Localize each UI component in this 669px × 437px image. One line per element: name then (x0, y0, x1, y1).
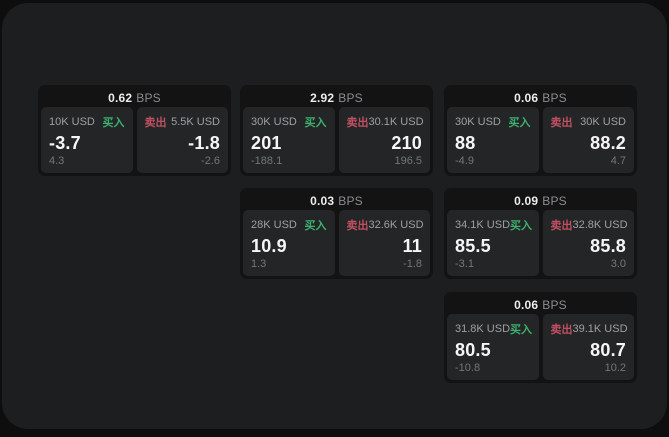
sell-notional: 30K USD (580, 116, 626, 128)
buy-side-label: 买入 (508, 117, 531, 129)
bps-unit: BPS (542, 193, 567, 208)
sell-price: 11 (402, 235, 422, 256)
buy-price: 201 (251, 132, 282, 153)
quote-tiles: 30K USD 买入 88 -4.9 卖出 30K USD 88.2 4.7 (447, 107, 634, 173)
buy-side-label: 买入 (304, 220, 327, 232)
buy-notional: 31.8K USD (455, 323, 511, 335)
sell-tile[interactable]: 卖出 5.5K USD -1.8 -2.6 (136, 107, 228, 173)
sell-change: 3.0 (610, 258, 626, 270)
bps-header: 0.06 BPS (447, 295, 634, 314)
sell-change: -2.6 (201, 155, 220, 167)
buy-side-label: 买入 (510, 220, 533, 232)
quote-tiles: 28K USD 买入 10.9 1.3 卖出 32.6K USD 11 -1.8 (243, 210, 430, 276)
main-panel: 0.62 BPS 10K USD 买入 -3.7 4.3 卖出 5.5K USD… (2, 3, 667, 429)
buy-tile[interactable]: 30K USD 买入 201 -188.1 (243, 107, 335, 173)
sell-change: -1.8 (403, 258, 422, 270)
buy-side-label: 买入 (304, 117, 327, 129)
bps-header: 2.92 BPS (243, 88, 430, 107)
sell-notional: 32.6K USD (368, 219, 424, 231)
buy-change: 4.3 (49, 155, 65, 167)
bps-unit: BPS (338, 193, 363, 208)
sell-side-label: 卖出 (346, 117, 369, 129)
quote-card: 2.92 BPS 30K USD 买入 201 -188.1 卖出 30.1K … (240, 85, 433, 176)
buy-notional: 30K USD (251, 116, 297, 128)
buy-notional: 10K USD (49, 116, 95, 128)
buy-notional: 34.1K USD (455, 219, 511, 231)
bps-unit: BPS (542, 90, 567, 105)
buy-notional: 28K USD (251, 219, 297, 231)
sell-change: 10.2 (604, 362, 626, 374)
buy-notional: 30K USD (455, 116, 501, 128)
bps-unit: BPS (136, 90, 161, 105)
quote-card: 0.09 BPS 34.1K USD 买入 85.5 -3.1 卖出 32.8K… (444, 188, 637, 279)
bps-value: 2.92 (310, 90, 335, 105)
sell-price: -1.8 (188, 132, 220, 153)
bps-header: 0.03 BPS (243, 191, 430, 210)
buy-tile[interactable]: 34.1K USD 买入 85.5 -3.1 (447, 210, 539, 276)
buy-change: -4.9 (455, 155, 474, 167)
quote-card: 0.06 BPS 31.8K USD 买入 80.5 -10.8 卖出 39.1… (444, 292, 637, 383)
buy-tile[interactable]: 28K USD 买入 10.9 1.3 (243, 210, 335, 276)
quote-tiles: 31.8K USD 买入 80.5 -10.8 卖出 39.1K USD 80.… (447, 314, 634, 380)
bps-value: 0.06 (514, 90, 539, 105)
quote-card: 0.03 BPS 28K USD 买入 10.9 1.3 卖出 32.6K US… (240, 188, 433, 279)
buy-tile[interactable]: 10K USD 买入 -3.7 4.3 (41, 107, 133, 173)
buy-price: -3.7 (49, 132, 81, 153)
bps-value: 0.62 (108, 90, 133, 105)
bps-value: 0.09 (514, 193, 539, 208)
buy-price: 80.5 (455, 339, 491, 360)
bps-header: 0.09 BPS (447, 191, 634, 210)
sell-side-label: 卖出 (346, 220, 369, 232)
sell-price: 88.2 (590, 132, 626, 153)
bps-unit: BPS (542, 297, 567, 312)
buy-change: 1.3 (251, 258, 267, 270)
sell-tile[interactable]: 卖出 30K USD 88.2 4.7 (542, 107, 634, 173)
sell-side-label: 卖出 (550, 220, 573, 232)
quote-tiles: 34.1K USD 买入 85.5 -3.1 卖出 32.8K USD 85.8… (447, 210, 634, 276)
bps-header: 0.62 BPS (41, 88, 228, 107)
buy-side-label: 买入 (510, 324, 533, 336)
sell-price: 210 (391, 132, 422, 153)
buy-price: 85.5 (455, 235, 491, 256)
sell-price: 85.8 (590, 235, 626, 256)
sell-side-label: 卖出 (550, 117, 573, 129)
quote-card: 0.06 BPS 30K USD 买入 88 -4.9 卖出 30K USD 8… (444, 85, 637, 176)
sell-side-label: 卖出 (550, 324, 573, 336)
buy-price: 10.9 (251, 235, 287, 256)
sell-tile[interactable]: 卖出 32.6K USD 11 -1.8 (338, 210, 430, 276)
sell-change: 4.7 (610, 155, 626, 167)
buy-side-label: 买入 (102, 117, 125, 129)
bps-header: 0.06 BPS (447, 88, 634, 107)
bps-value: 0.03 (310, 193, 335, 208)
sell-price: 80.7 (590, 339, 626, 360)
buy-change: -10.8 (455, 362, 481, 374)
sell-tile[interactable]: 卖出 30.1K USD 210 196.5 (338, 107, 430, 173)
buy-tile[interactable]: 31.8K USD 买入 80.5 -10.8 (447, 314, 539, 380)
quote-tiles: 30K USD 买入 201 -188.1 卖出 30.1K USD 210 1… (243, 107, 430, 173)
buy-change: -3.1 (455, 258, 474, 270)
sell-notional: 30.1K USD (368, 116, 424, 128)
buy-change: -188.1 (251, 155, 283, 167)
sell-side-label: 卖出 (144, 117, 167, 129)
sell-tile[interactable]: 卖出 32.8K USD 85.8 3.0 (542, 210, 634, 276)
sell-notional: 5.5K USD (171, 116, 220, 128)
buy-price: 88 (455, 132, 476, 153)
sell-change: 196.5 (394, 155, 422, 167)
bps-unit: BPS (338, 90, 363, 105)
sell-tile[interactable]: 卖出 39.1K USD 80.7 10.2 (542, 314, 634, 380)
buy-tile[interactable]: 30K USD 买入 88 -4.9 (447, 107, 539, 173)
sell-notional: 39.1K USD (572, 323, 628, 335)
bps-value: 0.06 (514, 297, 539, 312)
sell-notional: 32.8K USD (572, 219, 628, 231)
quote-card: 0.62 BPS 10K USD 买入 -3.7 4.3 卖出 5.5K USD… (38, 85, 231, 176)
quote-tiles: 10K USD 买入 -3.7 4.3 卖出 5.5K USD -1.8 -2.… (41, 107, 228, 173)
